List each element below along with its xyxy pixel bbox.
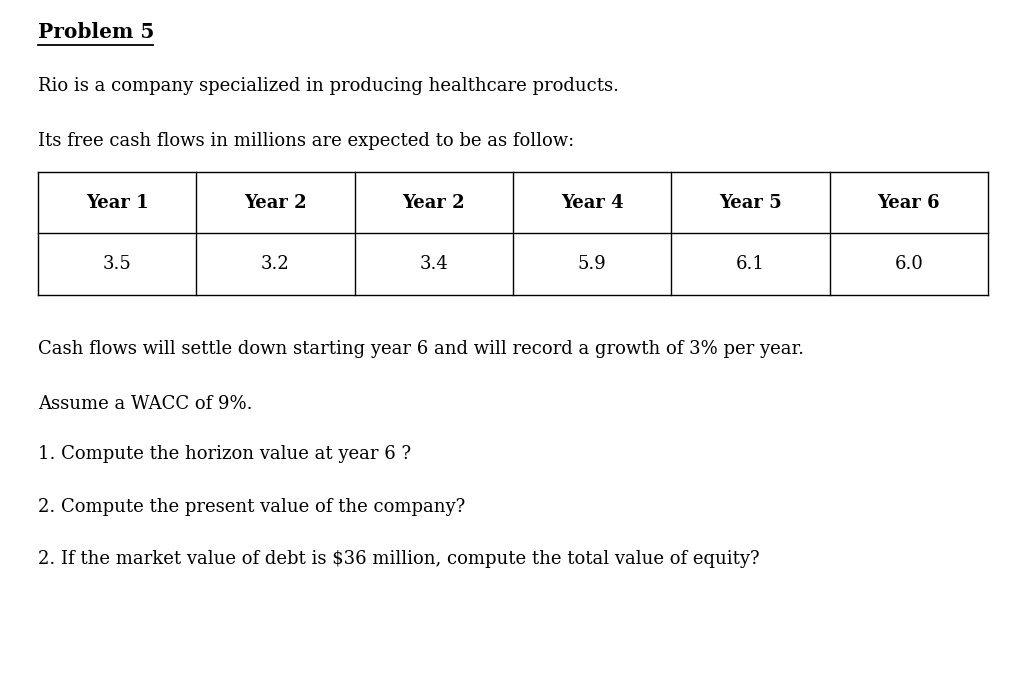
Text: Assume a WACC of 9%.: Assume a WACC of 9%. xyxy=(38,395,252,413)
Text: 3.4: 3.4 xyxy=(420,255,448,273)
Text: Year 2: Year 2 xyxy=(402,194,465,211)
Text: 6.0: 6.0 xyxy=(895,255,923,273)
Text: Year 6: Year 6 xyxy=(877,194,940,211)
Text: 6.1: 6.1 xyxy=(736,255,765,273)
Text: Its free cash flows in millions are expected to be as follow:: Its free cash flows in millions are expe… xyxy=(38,132,575,150)
Text: Problem 5: Problem 5 xyxy=(38,22,154,42)
Text: 3.5: 3.5 xyxy=(103,255,131,273)
Text: Year 5: Year 5 xyxy=(719,194,782,211)
Text: 2. If the market value of debt is $36 million, compute the total value of equity: 2. If the market value of debt is $36 mi… xyxy=(38,550,759,568)
Text: Rio is a company specialized in producing healthcare products.: Rio is a company specialized in producin… xyxy=(38,77,619,95)
Text: 1. Compute the horizon value at year 6 ?: 1. Compute the horizon value at year 6 ? xyxy=(38,445,411,463)
Text: Cash flows will settle down starting year 6 and will record a growth of 3% per y: Cash flows will settle down starting yea… xyxy=(38,340,804,358)
Text: Year 1: Year 1 xyxy=(86,194,149,211)
Text: Year 4: Year 4 xyxy=(561,194,624,211)
Text: 2. Compute the present value of the company?: 2. Compute the present value of the comp… xyxy=(38,498,465,516)
Text: 5.9: 5.9 xyxy=(578,255,606,273)
Text: 3.2: 3.2 xyxy=(262,255,290,273)
Text: Year 2: Year 2 xyxy=(244,194,307,211)
